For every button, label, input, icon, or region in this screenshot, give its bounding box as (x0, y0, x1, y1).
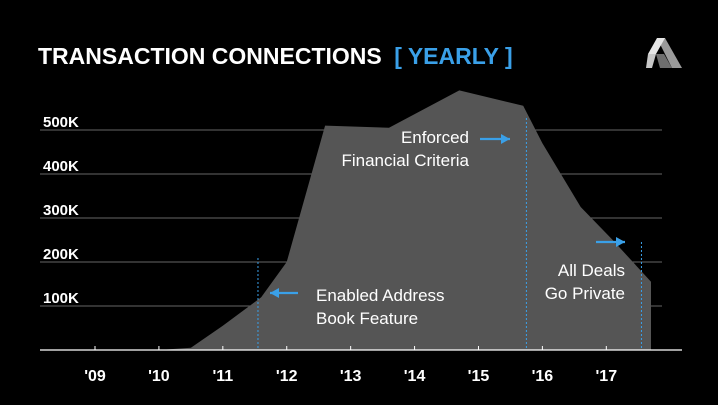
x-tick-label: '15 (468, 368, 490, 385)
y-tick-label: 300K (43, 202, 79, 219)
x-tick-label: '12 (276, 368, 298, 385)
annotation-label: Enabled Address (316, 286, 445, 305)
y-tick-label: 500K (43, 114, 79, 131)
axis-layer: 100K 200K 300K 400K 500K '09 '10 '11 '12 '13 '14 '1… (40, 114, 682, 385)
series-area (158, 90, 651, 351)
annotation-arrow (480, 134, 510, 144)
annotation-arrow-head (616, 237, 625, 247)
logo-icon (646, 38, 682, 68)
x-tick-label: '17 (595, 368, 617, 385)
x-tick-label: '16 (532, 368, 554, 385)
chart-title: TRANSACTION CONNECTIONS [ YEARLY ] (38, 43, 513, 69)
annotation-label: All Deals (558, 261, 625, 280)
y-tick-label: 400K (43, 158, 79, 175)
annotation-label: Enforced (401, 128, 469, 147)
annotation-arrow (596, 237, 625, 247)
annotation-label: Go Private (545, 284, 625, 303)
annotation-arrow-head (501, 134, 510, 144)
annotation-arrow-head (270, 288, 279, 298)
y-tick-label: 200K (43, 246, 79, 263)
y-tick-label: 100K (43, 290, 79, 307)
x-tick-label: '13 (340, 368, 362, 385)
annotation-label: Financial Criteria (341, 151, 469, 170)
x-tick-label: '11 (212, 368, 233, 385)
x-tick-label: '10 (148, 368, 170, 385)
x-tick-label: '09 (84, 368, 106, 385)
chart-title-main: TRANSACTION CONNECTIONS (38, 43, 382, 69)
area-layer (158, 90, 651, 351)
annotation-arrow (270, 288, 298, 298)
annotation-layer: Enabled Address Book Feature Enforced Finan… (257, 118, 642, 350)
x-tick-label: '14 (404, 368, 426, 385)
chart-title-period: [ YEARLY ] (394, 43, 512, 69)
annotation-label: Book Feature (316, 309, 418, 328)
